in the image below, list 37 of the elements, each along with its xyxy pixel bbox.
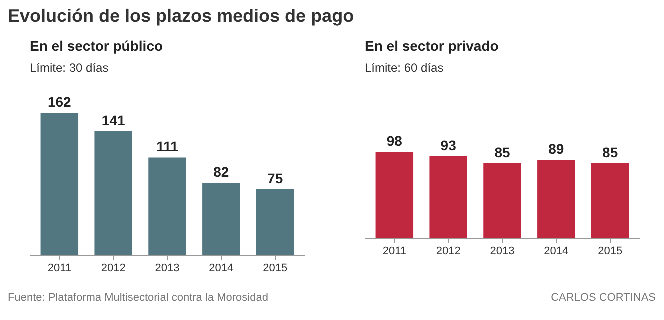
- bar: [430, 156, 468, 238]
- chart-title: En el sector público: [30, 38, 164, 54]
- source-note: Fuente: Plataforma Multisectorial contra la Morosidad: [8, 292, 268, 304]
- text: Evolución de los plazos medios de pago: [8, 6, 354, 27]
- x-tick-label: 2013: [155, 262, 180, 274]
- bar: [256, 189, 294, 255]
- data-label: 162: [48, 94, 72, 110]
- data-label: 111: [156, 138, 179, 155]
- data-label: 75: [268, 170, 284, 186]
- bar: [202, 183, 240, 255]
- chart-subtitle: Límite: 30 días: [30, 61, 109, 75]
- data-label: 89: [548, 140, 564, 157]
- bar: [591, 163, 630, 238]
- x-tick-label: 2012: [436, 246, 461, 258]
- bar: [40, 113, 79, 255]
- text: CARLOS CORTINAS: [551, 292, 656, 304]
- bar: [538, 160, 576, 238]
- x-tick-label: 2014: [544, 246, 569, 258]
- data-label: 93: [440, 137, 457, 154]
- x-tick-label: 2015: [263, 262, 288, 274]
- chart-title: En el sector privado: [365, 38, 499, 54]
- x-tick-label: 2011: [48, 262, 72, 274]
- x-tick-label: 2014: [209, 262, 234, 274]
- bar: [94, 131, 132, 255]
- chart-subtitle: Límite: 60 días: [365, 61, 444, 75]
- bar: [148, 158, 186, 255]
- data-label: 98: [386, 133, 403, 150]
- data-label: 141: [102, 112, 126, 128]
- x-tick-label: 2015: [598, 246, 623, 258]
- data-label: 82: [214, 164, 230, 180]
- data-label: 85: [602, 144, 618, 160]
- data-label: 85: [494, 144, 510, 160]
- bar: [376, 152, 414, 238]
- x-tick-label: 2011: [382, 246, 406, 258]
- bar: [484, 163, 522, 238]
- x-tick-label: 2012: [101, 262, 126, 274]
- x-tick-label: 2013: [490, 246, 515, 258]
